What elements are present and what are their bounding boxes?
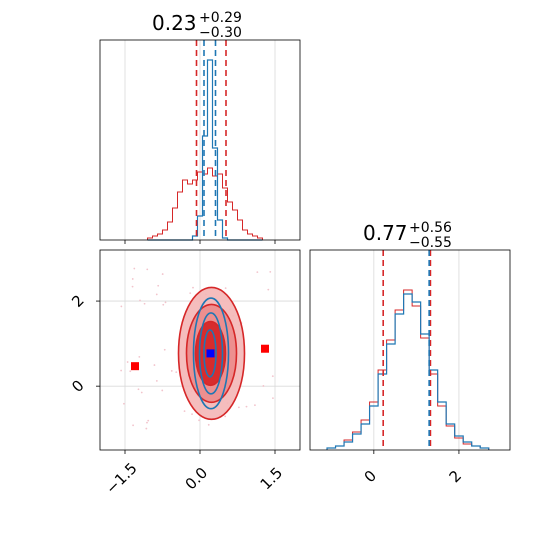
sample-point — [131, 278, 134, 280]
sample-point — [157, 284, 160, 287]
x-tick-label: 0.0 — [182, 464, 212, 494]
sample-point — [129, 370, 132, 373]
sample-point — [237, 406, 240, 409]
sample-point — [183, 410, 186, 412]
y-tick-label: 0 — [68, 376, 87, 395]
panel-frame — [309, 249, 511, 451]
sample-point — [140, 391, 143, 394]
sample-point — [189, 292, 192, 295]
marker-red-square — [261, 344, 269, 353]
panel-title-lower: −0.30 — [199, 25, 242, 41]
sample-point — [138, 355, 141, 358]
sample-point — [164, 301, 167, 304]
panel-title-upper: +0.29 — [199, 10, 242, 26]
sample-point — [120, 305, 123, 308]
x-tick-label: 0 — [361, 467, 380, 486]
sample-point — [192, 286, 194, 289]
sample-point — [131, 285, 134, 288]
sample-point — [126, 361, 129, 363]
histogram-red — [326, 289, 490, 450]
histogram-blue — [147, 59, 263, 241]
sample-point — [224, 415, 227, 418]
contour-blue — [203, 329, 217, 378]
sample-point — [161, 273, 164, 275]
sample-point — [262, 385, 265, 387]
sample-point — [267, 288, 270, 291]
panel-title-lower: −0.55 — [409, 235, 452, 251]
sample-point — [163, 348, 166, 351]
sample-point — [198, 419, 200, 422]
panel-title-median: 0.23 — [152, 11, 197, 35]
panel-title-median: 0.77 — [363, 221, 408, 245]
sample-point — [162, 303, 165, 306]
sample-point — [155, 379, 158, 382]
contour-blue — [192, 297, 230, 410]
x-tick-label: −1.5 — [102, 459, 140, 497]
histogram-red — [147, 167, 263, 240]
sample-point — [271, 375, 274, 378]
sample-point — [137, 388, 140, 391]
marginal-histogram-x-panel — [99, 39, 301, 244]
sample-point — [175, 371, 178, 374]
sample-point — [133, 267, 136, 270]
marker-red-square — [131, 362, 139, 371]
sample-point — [272, 397, 274, 400]
sample-point — [170, 370, 173, 372]
sample-point — [245, 405, 248, 408]
sample-point — [145, 427, 148, 430]
sample-point — [256, 271, 259, 274]
sample-point — [120, 369, 123, 372]
sample-point — [123, 402, 125, 405]
sample-point — [147, 419, 150, 422]
x-tick-label: 2 — [446, 467, 465, 486]
sample-point — [132, 424, 134, 427]
sample-point — [143, 302, 146, 305]
sample-point — [155, 293, 158, 296]
sample-point — [191, 413, 193, 416]
sample-point — [207, 423, 210, 426]
sample-point — [146, 421, 148, 424]
marker-blue-square — [206, 349, 215, 358]
sample-point — [153, 364, 156, 366]
panel-title-upper: +0.56 — [409, 220, 452, 236]
sample-point — [139, 299, 141, 302]
joint-scatter-panel: −1.5 0.0 1.5 0 2 — [68, 249, 301, 498]
x-tick-label: 1.5 — [257, 464, 287, 494]
sample-point — [146, 268, 149, 271]
contour-blue — [198, 312, 224, 395]
histogram-blue — [326, 293, 490, 450]
sample-point — [161, 389, 164, 392]
y-tick-label: 2 — [68, 291, 87, 310]
sample-point — [269, 270, 272, 273]
sample-point — [224, 287, 227, 290]
sample-point — [254, 404, 256, 407]
